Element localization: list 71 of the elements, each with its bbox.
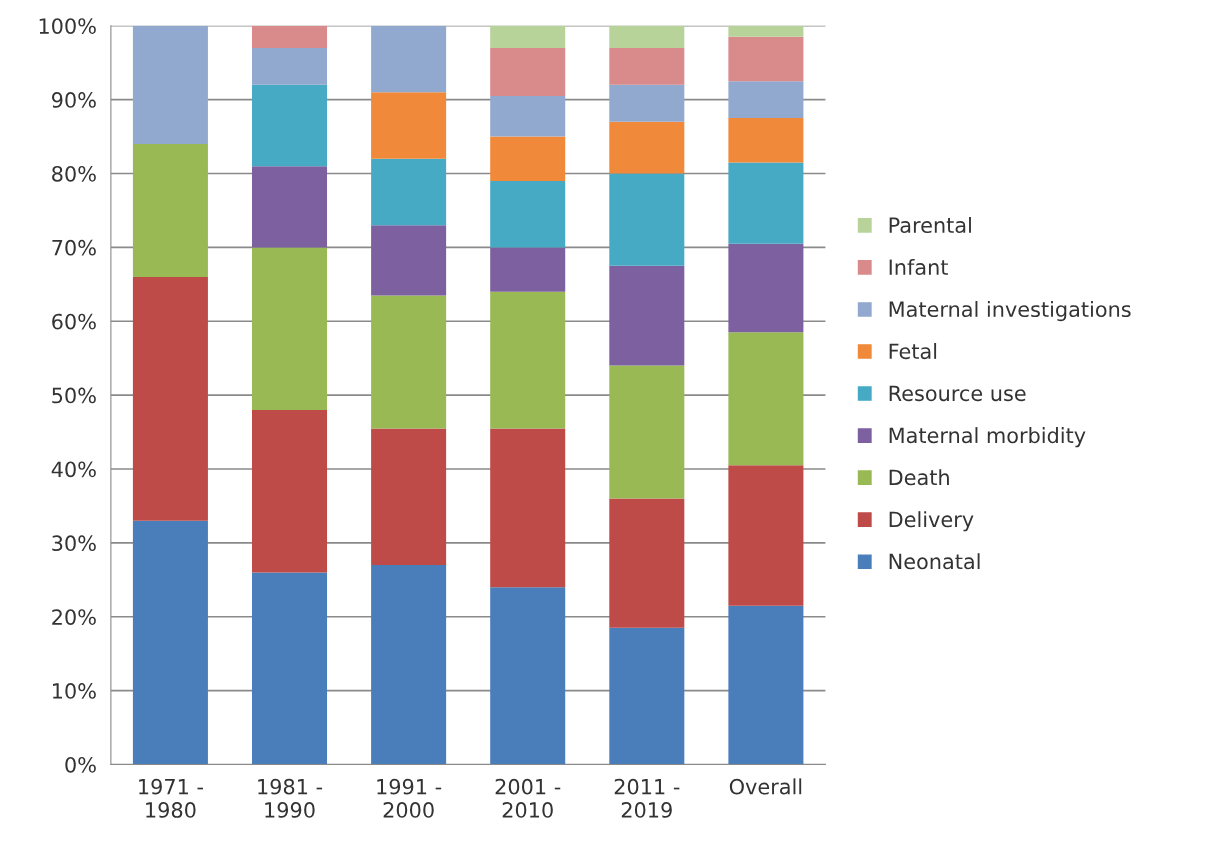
x-tick-label: 2001 - 2010 <box>495 778 561 818</box>
bar <box>490 95 566 137</box>
bar <box>490 428 566 588</box>
y-tick-label: 80% <box>52 165 96 182</box>
bar <box>490 47 566 96</box>
bar <box>371 428 447 566</box>
bar <box>609 498 685 628</box>
bar <box>490 587 566 765</box>
legend-label: Infant <box>889 258 948 276</box>
y-tick-label: 90% <box>52 92 96 108</box>
bar <box>609 25 685 48</box>
bar <box>728 36 804 82</box>
bar <box>490 291 566 429</box>
bar <box>609 173 685 266</box>
bar <box>132 25 208 144</box>
bar <box>132 143 208 277</box>
y-tick-label: 70% <box>52 239 96 256</box>
legend-label: Death <box>889 469 949 486</box>
bar <box>728 243 804 333</box>
y-tick-label: 10% <box>52 683 96 699</box>
bar <box>728 25 804 37</box>
bar <box>490 247 566 292</box>
x-tick-label: Overall <box>729 778 802 795</box>
legend-label: Maternal investigations <box>889 300 1131 322</box>
bar <box>371 225 447 296</box>
y-tick-label: 50% <box>52 387 96 404</box>
bar <box>371 25 447 93</box>
bar <box>490 25 566 48</box>
bar <box>252 166 328 248</box>
bar <box>371 565 447 765</box>
bar <box>728 465 804 606</box>
y-tick-label: 30% <box>52 535 96 552</box>
bar <box>490 180 566 248</box>
bar <box>371 295 447 429</box>
bar <box>252 84 328 167</box>
bar <box>728 81 804 119</box>
legend-label: Fetal <box>889 343 937 360</box>
y-tick-label: 40% <box>51 461 96 478</box>
y-tick-label: 100% <box>39 18 96 34</box>
bar <box>132 276 208 521</box>
bar <box>371 158 447 226</box>
legend-label: Resource use <box>889 385 1026 402</box>
bar <box>609 627 685 765</box>
legend-label: Neonatal <box>889 553 980 570</box>
bar <box>609 365 685 499</box>
bar <box>728 332 804 466</box>
bar <box>609 47 685 85</box>
bar <box>728 605 804 765</box>
bar <box>609 121 685 174</box>
bar <box>252 409 328 573</box>
bar <box>609 265 685 366</box>
y-tick-label: 0% <box>65 756 96 773</box>
legend-label: Delivery <box>889 511 974 532</box>
bar <box>609 84 685 122</box>
y-tick-label: 60% <box>52 313 96 330</box>
x-tick-label: 1991 - 2000 <box>377 778 442 818</box>
bar <box>371 92 447 159</box>
bar <box>252 572 328 765</box>
bar <box>728 162 804 244</box>
legend-label: Parental <box>889 216 971 234</box>
bar <box>728 118 804 163</box>
x-tick-label: 2011 - 2019 <box>614 778 680 818</box>
x-tick-label: 1981 - 1990 <box>258 778 323 818</box>
y-tick-label: 20% <box>52 609 96 625</box>
bar <box>252 25 328 48</box>
bar <box>252 47 328 85</box>
bar <box>252 247 328 410</box>
bar <box>490 136 566 181</box>
legend-label: Maternal morbidity <box>889 427 1086 448</box>
bar <box>132 520 208 765</box>
x-tick-label: 1971 - 1980 <box>139 778 203 818</box>
